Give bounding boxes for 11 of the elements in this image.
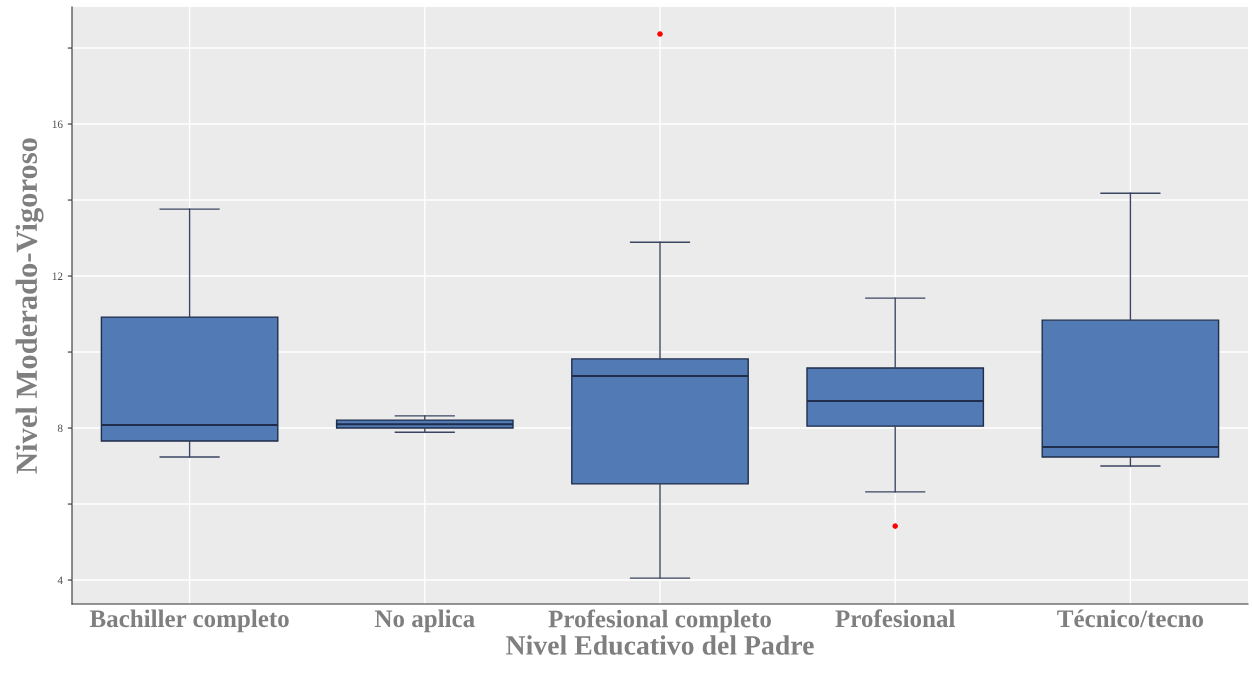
- x-tick-label: Técnico/tecno: [1057, 609, 1204, 628]
- x-tick-label: Profesional: [835, 609, 955, 628]
- x-tick-label: No aplica: [374, 609, 475, 633]
- x-axis-title: Nivel Educativo del Padre: [506, 635, 814, 655]
- y-tick-label: 12: [52, 272, 63, 280]
- y-tick-label: 8: [57, 424, 63, 433]
- x-tick-label: Profesional completo: [548, 609, 771, 633]
- y-axis-title: Nivel Moderado-Vigoroso: [15, 138, 44, 474]
- y-tick-label: 16: [52, 120, 63, 129]
- y-tick-label: 4: [57, 576, 63, 584]
- x-tick-label: Bachiller completo: [89, 609, 289, 633]
